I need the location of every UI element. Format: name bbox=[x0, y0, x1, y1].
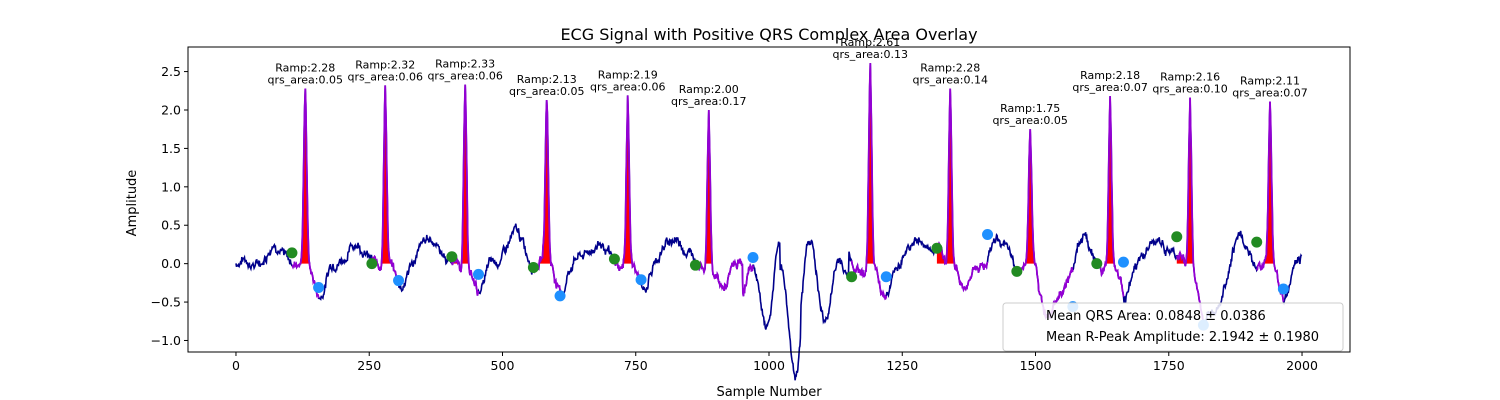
qrs-area-fill-12 bbox=[1256, 101, 1284, 264]
qrs-area-label-8: qrs_area:0.14 bbox=[912, 73, 987, 86]
x-tick-label-500: 500 bbox=[491, 358, 515, 373]
y-tick-label--1: −1.0 bbox=[151, 333, 181, 348]
qrs-onset-marker-11 bbox=[1171, 231, 1183, 243]
qrs-offset-marker-4 bbox=[554, 290, 566, 302]
qrs-area-label-10: qrs_area:0.07 bbox=[1072, 81, 1147, 94]
qrs-area-fill-2 bbox=[371, 85, 399, 264]
y-tick-label-0.5: 0.5 bbox=[161, 218, 181, 233]
y-tick-label-0: 0.0 bbox=[161, 256, 181, 271]
x-tick-label-1250: 1250 bbox=[886, 358, 918, 373]
r-amp-label-4: Ramp:2.13 bbox=[517, 73, 577, 86]
qrs-onset-marker-4 bbox=[527, 261, 539, 273]
qrs-onset-marker-8 bbox=[931, 242, 943, 254]
qrs-area-label-1: qrs_area:0.05 bbox=[268, 73, 343, 86]
r-amp-label-3: Ramp:2.33 bbox=[435, 58, 495, 71]
qrs-offset-marker-3 bbox=[473, 268, 484, 280]
qrs-offset-marker-12 bbox=[1277, 283, 1289, 295]
y-axis-label: Amplitude bbox=[125, 170, 140, 237]
qrs-offset-marker-1 bbox=[313, 281, 325, 293]
plot-area: Ramp:2.28qrs_area:0.05Ramp:2.32qrs_area:… bbox=[151, 36, 1351, 381]
chart-title: ECG Signal with Positive QRS Complex Are… bbox=[560, 25, 977, 44]
r-amp-label-9: Ramp:1.75 bbox=[1000, 102, 1060, 115]
r-amp-label-10: Ramp:2.18 bbox=[1080, 69, 1140, 82]
x-tick-label-1500: 1500 bbox=[1020, 358, 1052, 373]
legend-box bbox=[1002, 302, 1344, 352]
x-tick-label-1000: 1000 bbox=[753, 358, 785, 373]
qrs-segment-7 bbox=[850, 63, 888, 301]
x-tick-label-1750: 1750 bbox=[1153, 358, 1185, 373]
qrs-onset-marker-9 bbox=[1011, 265, 1023, 277]
qrs-onset-marker-3 bbox=[446, 251, 458, 263]
ecg-signal-line bbox=[235, 63, 1303, 381]
legend-entry-qrs-area: Mean QRS Area: 0.0848 ± 0.0386 bbox=[1046, 309, 1266, 324]
qrs-segment-8 bbox=[936, 88, 989, 293]
qrs-area-label-9: qrs_area:0.05 bbox=[992, 114, 1067, 127]
qrs-area-fill-11 bbox=[1176, 97, 1204, 264]
qrs-onset-marker-1 bbox=[286, 247, 298, 259]
r-amp-label-6: Ramp:2.00 bbox=[679, 83, 739, 96]
qrs-onset-marker-12 bbox=[1251, 236, 1263, 248]
qrs-area-fill-5 bbox=[614, 95, 642, 264]
qrs-offset-marker-5 bbox=[635, 274, 647, 286]
qrs-onset-marker-5 bbox=[608, 253, 620, 265]
qrs-offset-marker-7 bbox=[880, 271, 892, 283]
qrs-segment-11 bbox=[1175, 97, 1205, 323]
qrs-onset-marker-2 bbox=[366, 258, 378, 270]
qrs-offset-marker-6 bbox=[747, 252, 759, 264]
qrs-offset-marker-10 bbox=[1117, 256, 1129, 268]
qrs-area-label-2: qrs_area:0.06 bbox=[347, 70, 422, 83]
y-tick-label-2: 2.0 bbox=[161, 102, 181, 117]
y-tick-label-1: 1.0 bbox=[161, 179, 181, 194]
x-tick-label-250: 250 bbox=[357, 358, 381, 373]
x-tick-label-0: 0 bbox=[232, 358, 240, 373]
qrs-area-fill-3 bbox=[451, 84, 479, 264]
r-amp-label-2: Ramp:2.32 bbox=[355, 58, 415, 71]
qrs-area-fill-4 bbox=[533, 100, 561, 264]
y-tick-label--0.5: −0.5 bbox=[151, 295, 181, 310]
x-axis-label: Sample Number bbox=[716, 385, 822, 400]
qrs-area-fill-10 bbox=[1096, 96, 1124, 264]
qrs-segment-3 bbox=[450, 84, 480, 296]
qrs-area-label-7: qrs_area:0.13 bbox=[833, 48, 908, 61]
qrs-area-label-4: qrs_area:0.05 bbox=[509, 85, 584, 98]
qrs-segment-5 bbox=[613, 95, 642, 285]
y-tick-label-2.5: 2.5 bbox=[161, 64, 181, 79]
y-tick-label-1.5: 1.5 bbox=[161, 141, 181, 156]
qrs-area-label-3: qrs_area:0.06 bbox=[427, 70, 502, 83]
qrs-segment-1 bbox=[291, 88, 320, 299]
qrs-area-label-11: qrs_area:0.10 bbox=[1152, 83, 1227, 96]
qrs-area-fill-6 bbox=[695, 110, 754, 264]
qrs-offset-marker-8 bbox=[982, 228, 994, 240]
qrs-segment-10 bbox=[1095, 96, 1125, 297]
r-amp-label-7: Ramp:2.61 bbox=[840, 36, 900, 49]
qrs-onset-marker-7 bbox=[846, 271, 858, 283]
r-amp-label-8: Ramp:2.28 bbox=[920, 61, 980, 74]
qrs-area-label-12: qrs_area:0.07 bbox=[1232, 87, 1307, 100]
qrs-offset-marker-2 bbox=[393, 275, 405, 287]
qrs-area-label-5: qrs_area:0.06 bbox=[590, 80, 665, 93]
r-amp-label-1: Ramp:2.28 bbox=[275, 61, 335, 74]
qrs-onset-marker-6 bbox=[689, 259, 701, 271]
qrs-area-fill-1 bbox=[291, 88, 319, 264]
r-amp-label-11: Ramp:2.16 bbox=[1160, 71, 1220, 84]
legend: Mean QRS Area: 0.0848 ± 0.0386 Mean R-Pe… bbox=[1002, 302, 1344, 352]
qrs-onset-marker-10 bbox=[1091, 258, 1103, 270]
r-amp-label-12: Ramp:2.11 bbox=[1240, 75, 1300, 88]
qrs-segment-6 bbox=[694, 109, 754, 297]
x-tick-label-750: 750 bbox=[624, 358, 648, 373]
qrs-area-label-6: qrs_area:0.17 bbox=[671, 95, 746, 108]
r-amp-label-5: Ramp:2.19 bbox=[598, 68, 658, 81]
x-tick-label-2000: 2000 bbox=[1286, 358, 1318, 373]
legend-entry-r-peak: Mean R-Peak Amplitude: 2.1942 ± 0.1980 bbox=[1046, 330, 1319, 345]
